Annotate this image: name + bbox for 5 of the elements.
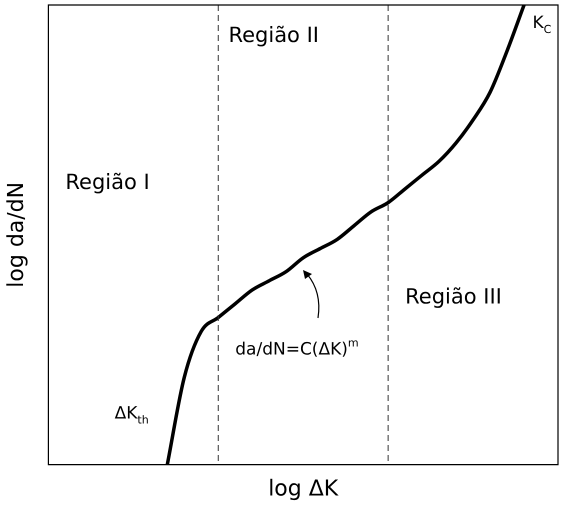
annotation: Região III: [405, 284, 502, 309]
y-axis-title: log da/dN: [4, 182, 29, 288]
annotation: Região II: [228, 22, 319, 47]
annotation: Região I: [65, 170, 150, 194]
x-axis-title: log ΔK: [268, 476, 339, 502]
